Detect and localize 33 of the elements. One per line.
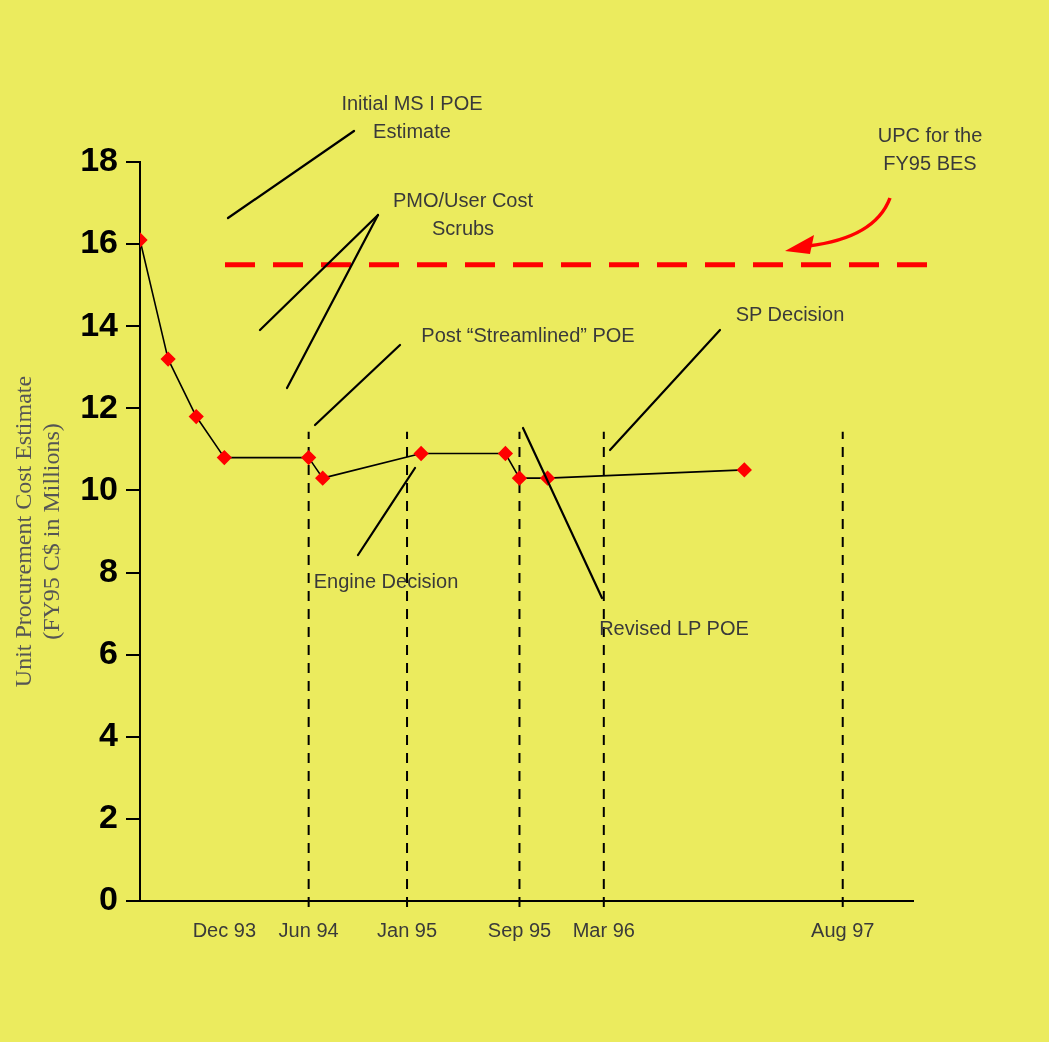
- y-tick-label: 10: [80, 468, 118, 507]
- x-tick-label: Sep 95: [487, 918, 552, 941]
- x-tick-label: Aug 97: [811, 918, 875, 941]
- y-tick-label: 18: [80, 140, 118, 179]
- y-tick-label: 14: [80, 304, 119, 343]
- y-axis-title: Unit Procurement Cost Estimate (FY95 C$ in Millions): [9, 375, 65, 688]
- annotation: Post “Streamlined” POE: [421, 323, 635, 346]
- point: [512, 470, 527, 486]
- annotation: Revised LP POE: [599, 616, 749, 639]
- annotation: SP Decision: [735, 302, 845, 325]
- point: [160, 351, 176, 367]
- point: [301, 450, 316, 465]
- text: Initial MS I POE Estimate: [341, 91, 483, 142]
- y-tick-label: 16: [80, 222, 118, 261]
- point: [188, 409, 204, 424]
- y-tick-label: 2: [99, 797, 118, 836]
- point: [315, 470, 331, 486]
- annotation: Engine Decision: [313, 569, 459, 592]
- x-tick-label: Mar 96: [572, 918, 635, 941]
- point: [737, 462, 752, 478]
- x-tick-label: Dec 93: [192, 918, 257, 941]
- point: [413, 446, 429, 461]
- y-tick-label: 12: [80, 386, 118, 425]
- annotation: PMO/User Cost Scrubs: [392, 188, 534, 239]
- annotation: UPC for the FY95 BES: [877, 123, 983, 174]
- point: [217, 450, 232, 465]
- y-tick-label: 0: [99, 879, 118, 918]
- point: [498, 446, 513, 461]
- y-tick-label: 4: [99, 715, 119, 754]
- y-tick-label: 6: [99, 633, 118, 672]
- x-tick-label: Jan 95: [377, 918, 438, 941]
- x-tick-label: Jun 94: [278, 918, 339, 941]
- y-tick-label: 8: [99, 550, 118, 589]
